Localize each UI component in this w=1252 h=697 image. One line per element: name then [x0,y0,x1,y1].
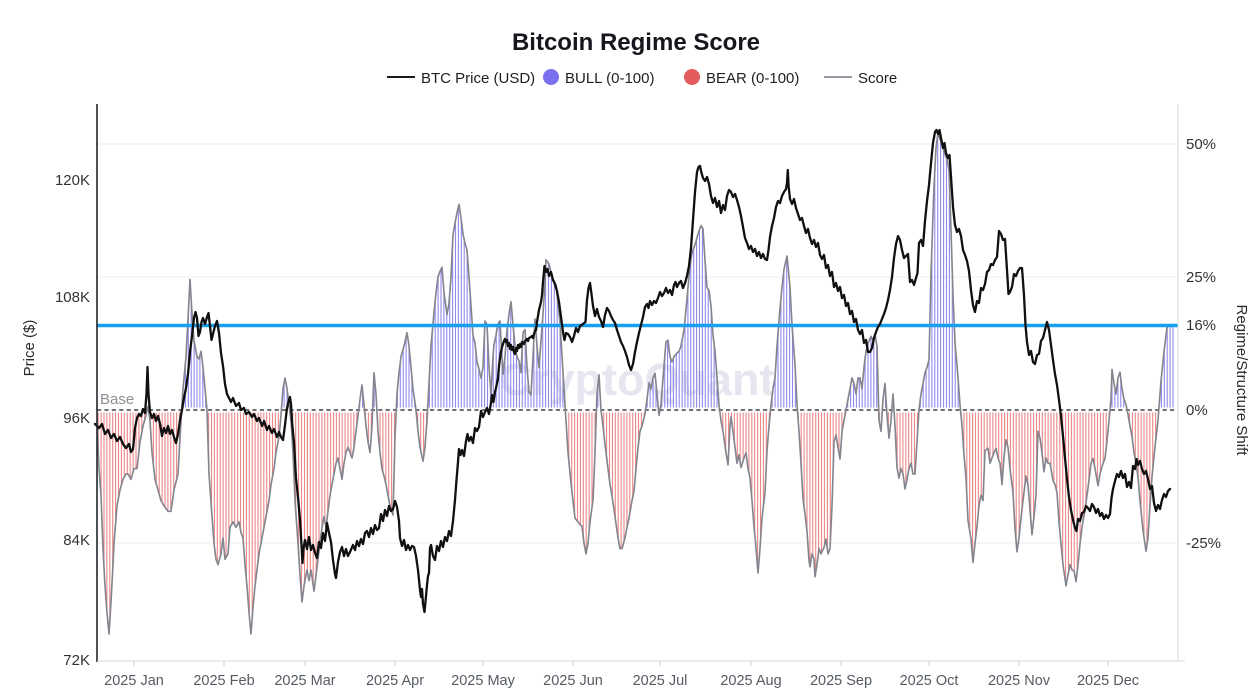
svg-text:Base: Base [100,391,134,408]
svg-text:2025 Dec: 2025 Dec [1077,673,1139,689]
svg-text:72K: 72K [63,652,90,669]
svg-text:2025 Jul: 2025 Jul [633,673,688,689]
svg-text:108K: 108K [55,289,90,306]
svg-text:0%: 0% [1186,402,1208,419]
svg-text:2025 Nov: 2025 Nov [988,673,1051,689]
svg-text:96K: 96K [63,410,90,427]
svg-text:Regime/Structure Shift: Regime/Structure Shift [1233,305,1250,457]
svg-text:84K: 84K [63,532,90,549]
svg-text:50%: 50% [1186,136,1216,153]
svg-text:2025 Mar: 2025 Mar [274,673,335,689]
svg-text:BULL (0-100): BULL (0-100) [565,70,655,87]
svg-text:2025 May: 2025 May [451,673,515,689]
svg-text:Price ($): Price ($) [21,320,38,377]
svg-text:120K: 120K [55,172,90,189]
svg-text:CryptoQuant: CryptoQuant [500,354,775,405]
svg-text:Bitcoin Regime Score: Bitcoin Regime Score [512,29,760,56]
svg-text:BTC Price (USD): BTC Price (USD) [421,70,535,87]
svg-text:2025 Jan: 2025 Jan [104,673,164,689]
svg-text:2025 Sep: 2025 Sep [810,673,872,689]
svg-text:2025 Feb: 2025 Feb [193,673,254,689]
svg-text:2025 Aug: 2025 Aug [720,673,781,689]
svg-text:16%: 16% [1186,317,1216,334]
svg-text:25%: 25% [1186,269,1216,286]
svg-text:2025 Jun: 2025 Jun [543,673,603,689]
svg-text:BEAR (0-100): BEAR (0-100) [706,70,799,87]
svg-text:-25%: -25% [1186,535,1221,552]
svg-text:2025 Apr: 2025 Apr [366,673,424,689]
svg-text:Score: Score [858,70,897,87]
svg-text:2025 Oct: 2025 Oct [900,673,959,689]
